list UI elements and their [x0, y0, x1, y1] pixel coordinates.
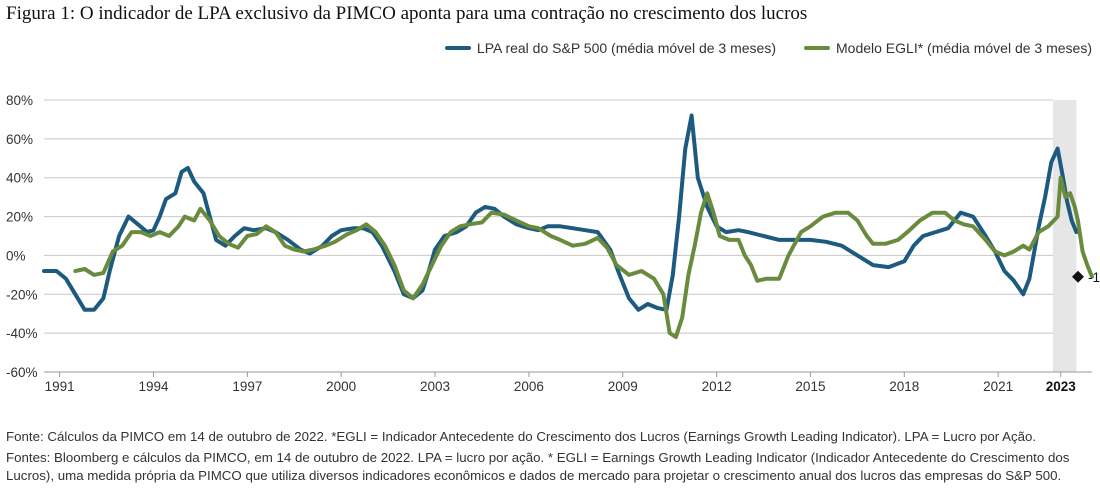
legend-label-egli: Modelo EGLI* (média móvel de 3 meses)	[836, 40, 1092, 56]
x-tick-label: 2000	[326, 379, 356, 394]
series-line-egli	[73, 175, 1094, 339]
x-tick-label: 2006	[514, 379, 544, 394]
footnotes: Fonte: Cálculos da PIMCO em 14 de outubr…	[6, 428, 1096, 488]
forecast-band	[1052, 100, 1077, 372]
y-tick-label: 60%	[6, 132, 33, 147]
chart-title: Figura 1: O indicador de LPA exclusivo d…	[6, 3, 808, 24]
legend-swatch-eps	[444, 46, 471, 50]
x-tick-label: 2003	[420, 379, 450, 394]
footnote-source: Fonte: Cálculos da PIMCO em 14 de outubr…	[6, 429, 1037, 444]
y-tick-label: -40%	[6, 326, 38, 341]
y-tick-label: -60%	[6, 365, 38, 380]
x-tick-label: 2012	[702, 379, 732, 394]
x-tick-label: 2021	[983, 379, 1013, 394]
line-chart: 80% 60% 40% 20% 0% -20% -40% -60% 1991 1994 1997 20…	[6, 93, 1100, 394]
legend-label-eps: LPA real do S&P 500 (média móvel de 3 me…	[476, 40, 776, 56]
legend: LPA real do S&P 500 (média móvel de 3 me…	[417, 40, 1092, 56]
end-point-marker	[1072, 270, 1084, 283]
x-tick-label: 1994	[138, 379, 169, 394]
y-tick-label: 0%	[6, 248, 26, 263]
y-tick-label: -20%	[6, 287, 38, 302]
x-tick-label: 2015	[795, 379, 825, 394]
footnote-sources: Fontes: Bloomberg e cálculos da PIMCO, e…	[6, 450, 1070, 483]
y-tick-label: 80%	[6, 93, 33, 108]
y-tick-label: 20%	[6, 210, 33, 225]
x-tick-label: 2023	[1046, 379, 1077, 394]
x-tick-label: 2009	[608, 379, 638, 394]
legend-item-egli: Modelo EGLI* (média móvel de 3 meses)	[804, 40, 1092, 56]
legend-swatch-egli	[804, 46, 830, 50]
legend-item-eps: LPA real do S&P 500 (média móvel de 3 me…	[444, 40, 776, 56]
y-tick-label: 40%	[6, 171, 33, 186]
end-point-label: -11%	[1088, 270, 1100, 285]
x-tick-label: 2018	[889, 379, 919, 394]
x-tick-label: 1991	[45, 379, 75, 394]
x-tick-label: 1997	[232, 379, 262, 394]
